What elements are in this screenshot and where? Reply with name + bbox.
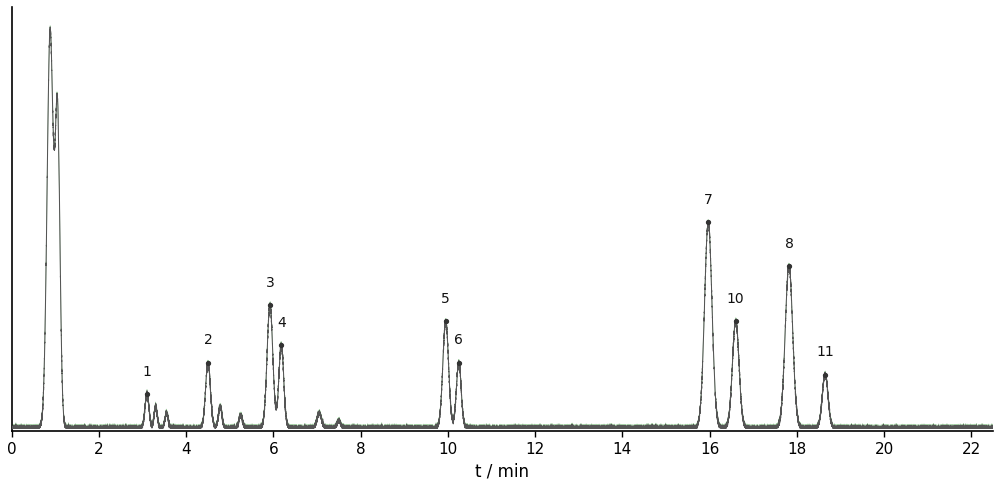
Text: 6: 6 bbox=[454, 334, 463, 347]
Text: 5: 5 bbox=[441, 292, 450, 306]
Text: 4: 4 bbox=[277, 316, 286, 330]
Text: 10: 10 bbox=[727, 292, 745, 306]
Text: 2: 2 bbox=[204, 334, 212, 347]
Text: 1: 1 bbox=[143, 365, 151, 379]
X-axis label: t / min: t / min bbox=[475, 462, 529, 480]
Text: 3: 3 bbox=[266, 276, 274, 290]
Text: 11: 11 bbox=[816, 345, 834, 359]
Text: 8: 8 bbox=[785, 237, 793, 251]
Text: 7: 7 bbox=[704, 193, 713, 207]
